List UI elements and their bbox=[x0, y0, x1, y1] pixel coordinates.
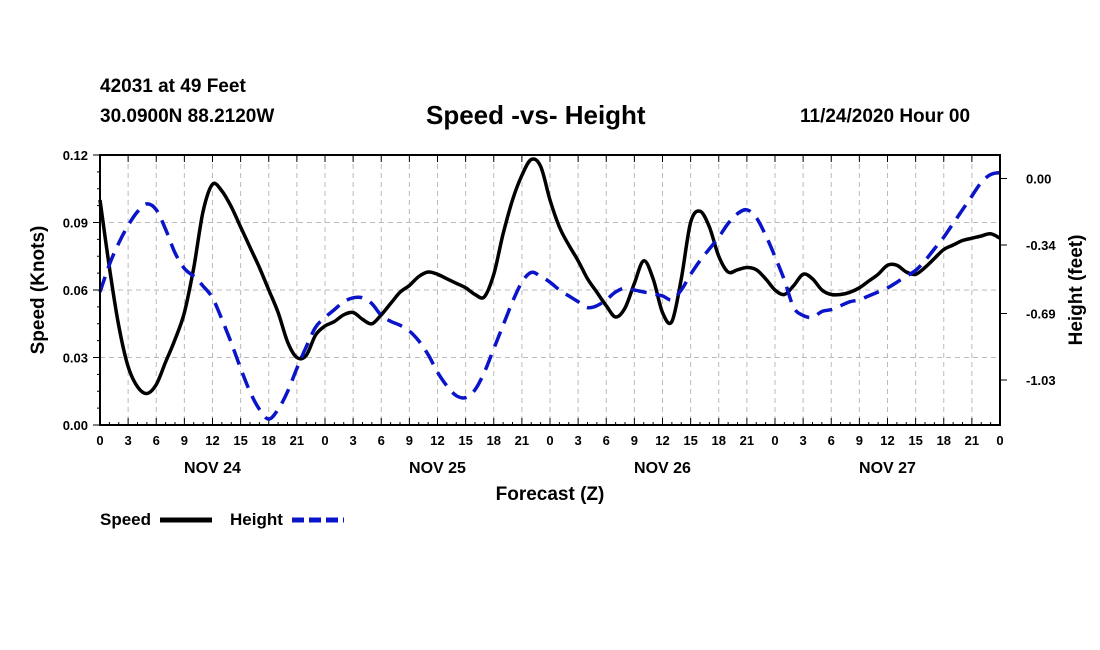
x-tick-label: 18 bbox=[262, 433, 276, 448]
x-tick-label: 15 bbox=[683, 433, 697, 448]
x-tick-label: 15 bbox=[908, 433, 922, 448]
y-left-tick-label: 0.12 bbox=[63, 148, 88, 163]
x-tick-label: 12 bbox=[655, 433, 669, 448]
right-y-axis-title: Height (feet) bbox=[1066, 235, 1087, 346]
y-left-tick-label: 0.00 bbox=[63, 418, 88, 433]
x-tick-label: 0 bbox=[96, 433, 103, 448]
coordinates-label: 30.0900N 88.2120W bbox=[100, 106, 275, 127]
x-tick-label: 3 bbox=[575, 433, 582, 448]
x-tick-label: 6 bbox=[828, 433, 835, 448]
x-axis-title: Forecast (Z) bbox=[496, 484, 605, 505]
y-left-tick-label: 0.03 bbox=[63, 351, 88, 366]
day-label: NOV 24 bbox=[184, 460, 241, 477]
legend-height-label: Height bbox=[230, 510, 283, 529]
x-tick-label: 3 bbox=[350, 433, 357, 448]
x-tick-label: 21 bbox=[740, 433, 754, 448]
speed-series-line bbox=[98, 157, 1001, 396]
y-right-tick-label: -0.34 bbox=[1026, 238, 1056, 253]
day-label: NOV 26 bbox=[634, 460, 691, 477]
x-tick-label: 6 bbox=[153, 433, 160, 448]
x-tick-label: 3 bbox=[800, 433, 807, 448]
y-left-tick-label: 0.09 bbox=[63, 216, 88, 231]
x-tick-label: 21 bbox=[965, 433, 979, 448]
legend: Speed Height bbox=[100, 510, 344, 529]
left-y-axis-title: Speed (Knots) bbox=[28, 226, 49, 355]
day-label: NOV 25 bbox=[409, 460, 466, 477]
y-right-tick-label: 0.00 bbox=[1026, 171, 1051, 186]
x-tick-label: 0 bbox=[996, 433, 1003, 448]
station-label: 42031 at 49 Feet bbox=[100, 76, 246, 97]
day-label: NOV 27 bbox=[859, 460, 916, 477]
x-tick-label: 12 bbox=[880, 433, 894, 448]
x-tick-label: 9 bbox=[181, 433, 188, 448]
x-tick-label: 9 bbox=[406, 433, 413, 448]
height-series-line bbox=[98, 170, 1001, 421]
x-tick-label: 21 bbox=[290, 433, 304, 448]
x-tick-label: 9 bbox=[631, 433, 638, 448]
series-layer bbox=[98, 157, 1001, 421]
x-tick-label: 9 bbox=[856, 433, 863, 448]
x-tick-label: 21 bbox=[515, 433, 529, 448]
x-tick-label: 3 bbox=[125, 433, 132, 448]
x-tick-label: 18 bbox=[712, 433, 726, 448]
legend-speed-label: Speed bbox=[100, 510, 151, 529]
x-tick-label: 6 bbox=[603, 433, 610, 448]
y-left-tick-label: 0.06 bbox=[63, 283, 88, 298]
x-tick-label: 0 bbox=[546, 433, 553, 448]
y-right-tick-label: -0.69 bbox=[1026, 306, 1056, 321]
x-tick-label: 15 bbox=[233, 433, 247, 448]
label-layer: 0 3 6 9 12 15 18 21 0 3 6 9 12 15 18 21 0 3 6 9 12 15 18 21 0 3 6 9… bbox=[63, 148, 1057, 477]
forecast-date-label: 11/24/2020 Hour 00 bbox=[800, 106, 971, 127]
x-tick-label: 0 bbox=[771, 433, 778, 448]
x-tick-label: 18 bbox=[487, 433, 501, 448]
x-tick-label: 15 bbox=[458, 433, 472, 448]
x-tick-label: 0 bbox=[321, 433, 328, 448]
x-tick-label: 6 bbox=[378, 433, 385, 448]
x-tick-label: 12 bbox=[205, 433, 219, 448]
plot-frame bbox=[99, 154, 1001, 426]
y-right-tick-label: -1.03 bbox=[1026, 373, 1056, 388]
x-tick-label: 18 bbox=[937, 433, 951, 448]
chart-title: Speed -vs- Height bbox=[426, 100, 646, 130]
x-tick-label: 12 bbox=[430, 433, 444, 448]
